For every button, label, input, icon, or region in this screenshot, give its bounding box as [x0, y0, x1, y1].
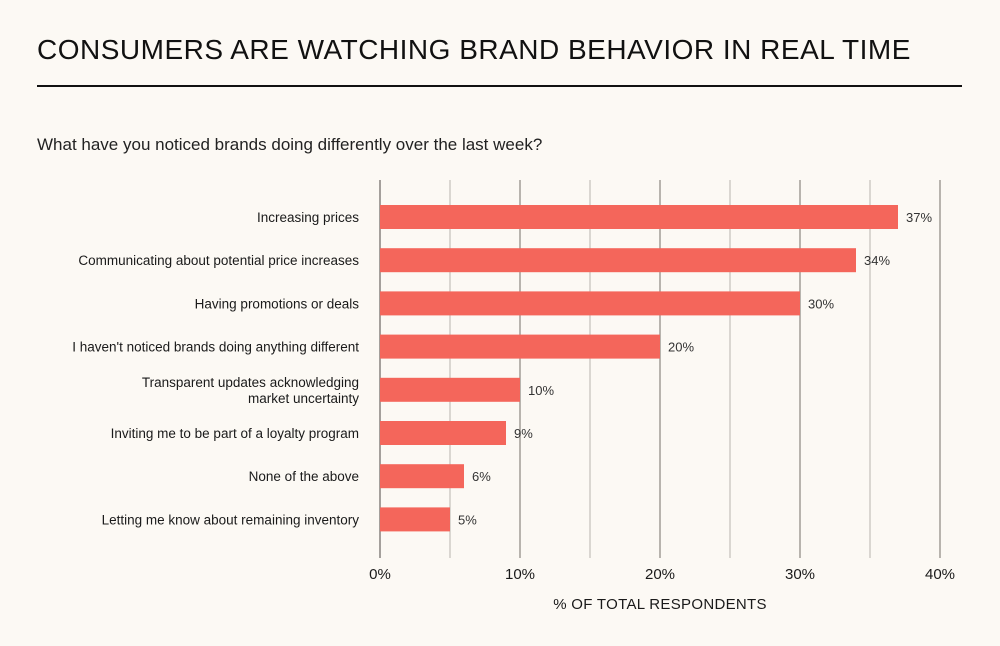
category-label: Having promotions or deals — [195, 296, 360, 311]
data-label: 20% — [668, 340, 694, 355]
data-label: 6% — [472, 469, 491, 484]
category-label: Increasing prices — [257, 210, 359, 225]
bar — [380, 291, 800, 316]
data-label: 9% — [514, 426, 533, 441]
bar — [380, 464, 464, 489]
category-label: market uncertainty — [248, 391, 359, 406]
bar — [380, 205, 898, 229]
x-tick-label: 10% — [505, 566, 535, 583]
bar — [380, 421, 506, 445]
data-label: 34% — [864, 253, 890, 268]
x-tick-label: 0% — [369, 566, 391, 583]
data-label: 30% — [808, 296, 834, 311]
x-tick-label: 20% — [645, 566, 675, 583]
minor-gridlines — [449, 180, 871, 558]
value-labels: 37% 34% 30% 20% 10% 9% 6% 5% — [458, 210, 932, 527]
major-gridlines — [379, 180, 941, 558]
x-tick-label: 40% — [925, 566, 955, 583]
x-axis-title: % OF TOTAL RESPONDENTS — [553, 596, 767, 613]
data-label: 10% — [528, 383, 554, 398]
chart-subtitle: What have you noticed brands doing diffe… — [37, 135, 543, 154]
x-tick-label: 30% — [785, 566, 815, 583]
bar — [380, 334, 660, 359]
bar — [380, 377, 520, 402]
category-label: Communicating about potential price incr… — [78, 253, 359, 268]
data-label: 5% — [458, 512, 477, 527]
chart-title: CONSUMERS ARE WATCHING BRAND BEHAVIOR IN… — [37, 34, 911, 65]
title-divider — [37, 85, 962, 87]
category-label: Inviting me to be part of a loyalty prog… — [111, 426, 359, 441]
data-label: 37% — [906, 210, 932, 225]
x-tick-labels: 0% 10% 20% 30% 40% — [369, 566, 955, 583]
bar — [380, 248, 856, 273]
category-label: I haven't noticed brands doing anything … — [72, 340, 359, 355]
category-label: Transparent updates acknowledging — [142, 375, 359, 390]
bars — [380, 205, 898, 532]
category-label: None of the above — [249, 469, 359, 484]
bar — [380, 507, 450, 532]
category-label: Letting me know about remaining inventor… — [102, 512, 360, 527]
category-labels: Increasing prices Communicating about pot… — [72, 210, 359, 527]
